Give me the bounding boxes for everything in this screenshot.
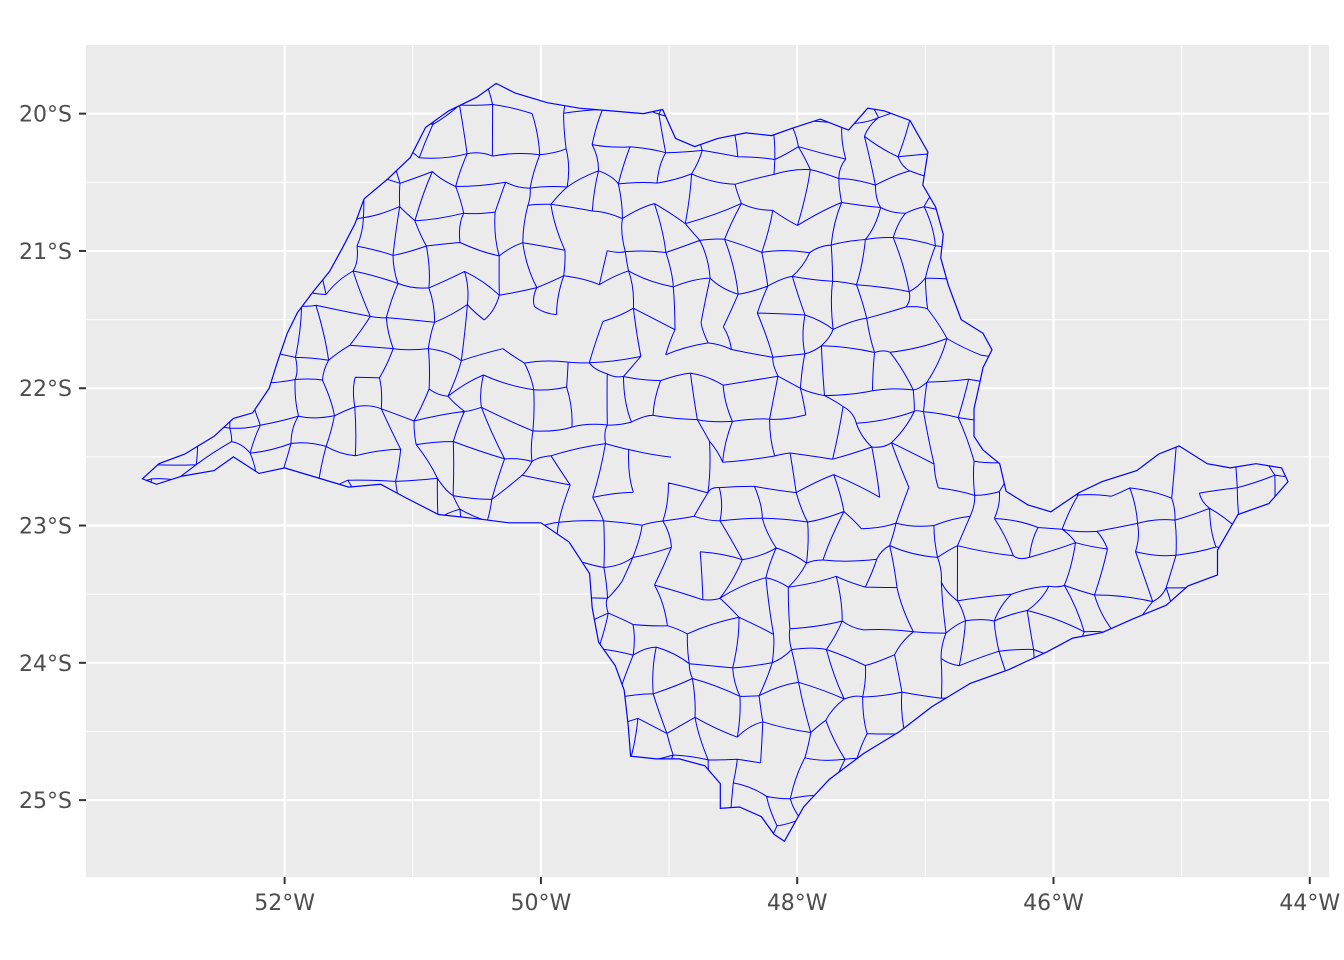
y-axis: 20°S 21°S 22°S 23°S 24°S 25°S: [19, 103, 86, 814]
y-tick-label: 21°S: [19, 240, 72, 265]
y-tick-label: 20°S: [19, 103, 72, 128]
y-tick-label: 23°S: [19, 515, 72, 540]
x-tick-label: 48°W: [767, 891, 828, 916]
y-tick-label: 25°S: [19, 789, 72, 814]
x-tick-label: 44°W: [1279, 891, 1340, 916]
state-shape: [142, 83, 1288, 842]
x-tick-label: 52°W: [254, 891, 315, 916]
y-tick-label: 22°S: [19, 377, 72, 402]
x-tick-label: 46°W: [1023, 891, 1084, 916]
y-tick-label: 24°S: [19, 652, 72, 677]
x-axis: 52°W 50°W 48°W 46°W 44°W: [254, 877, 1340, 916]
x-tick-label: 50°W: [511, 891, 572, 916]
state-border: [141, 82, 1289, 843]
